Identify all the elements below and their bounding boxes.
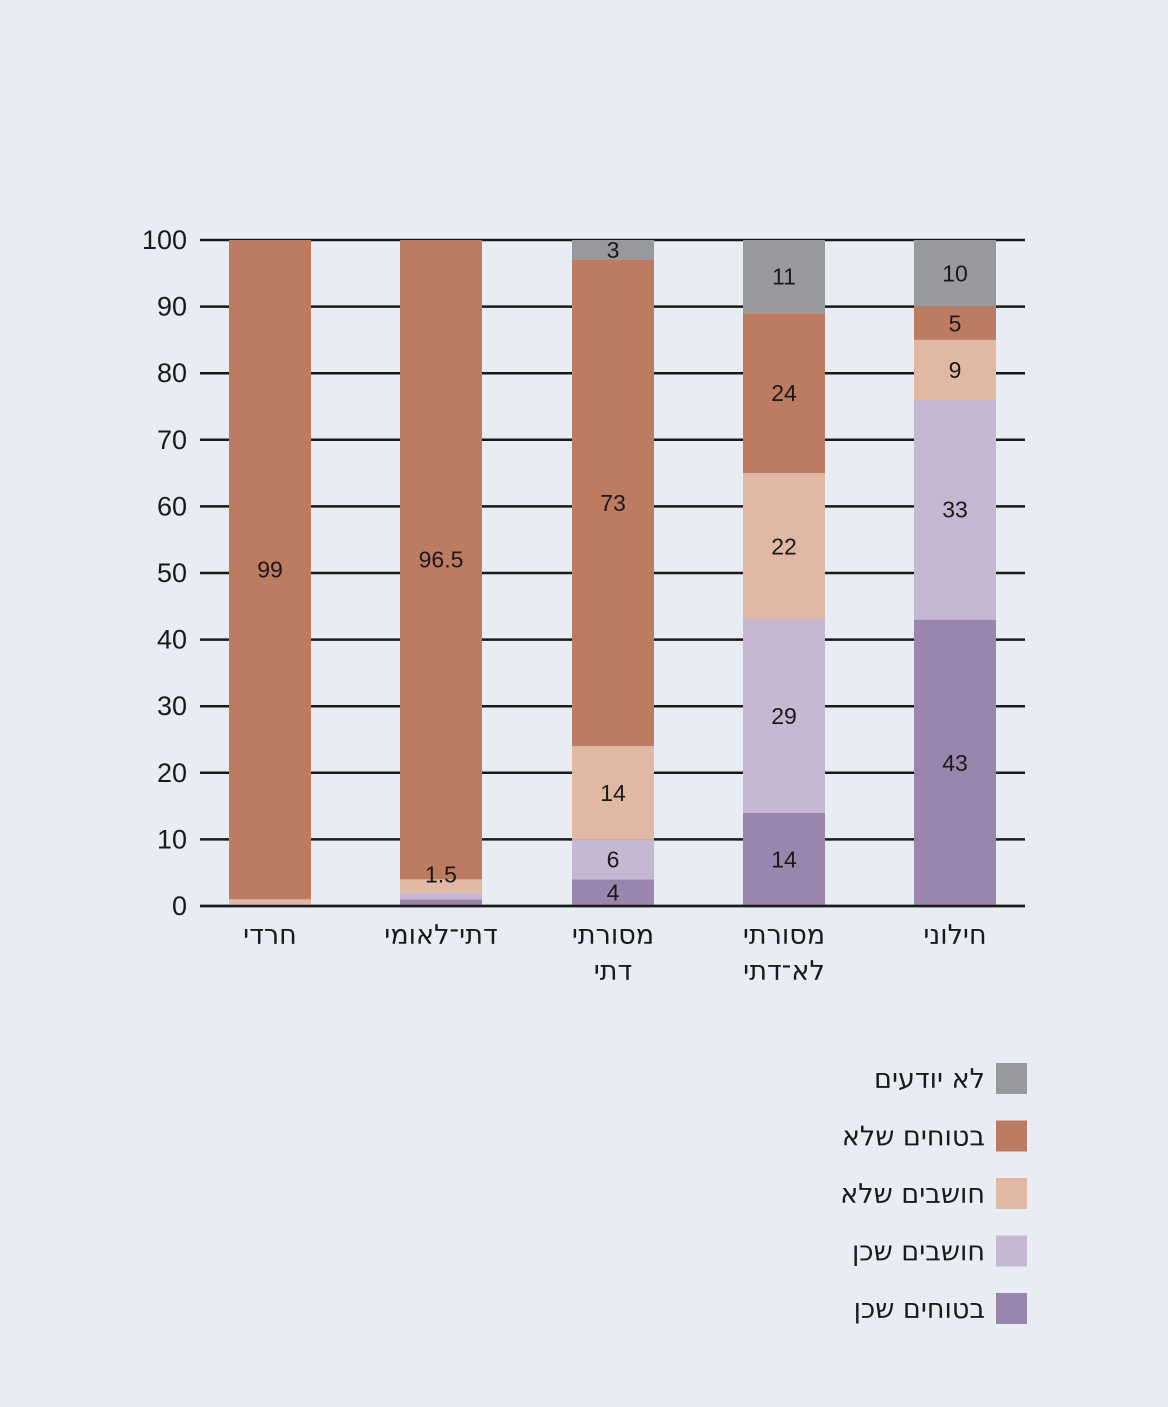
bar-segment-0-2 [229,899,311,906]
legend-label-4: בטוחים שכן [854,1294,985,1325]
legend-label-3: חושבים שכן [852,1237,985,1268]
legend-swatch-2 [996,1178,1027,1209]
bar-segment-4-3 [914,306,996,340]
data-label-2-3: 73 [600,490,626,516]
x-tick-label-2-0: מסורתי [572,920,654,951]
x-tick-label-1-0: דתי־לאומי [384,920,497,951]
x-tick-label-3-0: מסורתי [743,920,825,951]
data-label-2-0: 4 [607,880,620,906]
data-label-2-2: 14 [600,780,626,806]
legend-label-0: לא יודעים [874,1064,985,1095]
y-tick-label-40: 40 [157,625,187,655]
data-labels: 99 1.5 96.5 4 6 14 73 3 14 29 22 24 11 43 33 9 5 10 [257,237,968,906]
legend-swatch-3 [996,1235,1027,1267]
data-label-3-0: 14 [771,846,797,872]
bar-segment-4-1 [914,399,996,620]
bar-segment-3-4 [743,240,825,314]
y-tick-label-30: 30 [157,691,187,721]
bar-segment-2-1 [572,839,654,880]
data-label-4-0: 43 [942,750,968,776]
data-label-0-3: 99 [257,557,283,583]
bars [229,240,996,906]
bar-segment-4-0 [914,619,996,906]
x-tick-label-3-1: לא־דתי [743,956,825,987]
y-tick-label-80: 80 [157,358,187,388]
data-label-4-3: 5 [949,310,962,336]
x-tick-label-2-1: דתי [594,956,633,987]
bar-segment-2-4 [572,240,654,260]
y-tick-label-10: 10 [157,824,187,854]
y-tick-label-50: 50 [157,558,187,588]
bar-segment-4-2 [914,339,996,400]
bar-segment-4-4 [914,240,996,307]
y-axis: 0 10 20 30 40 50 60 70 80 90 100 [142,225,187,921]
data-label-1-3: 96.5 [419,547,464,573]
x-axis: חרדי דתי־לאומי מסורתי דתי מסורתי לא־דתי חילוני [200,904,1025,987]
data-label-3-2: 22 [771,533,797,559]
bar-segment-3-2 [743,473,825,620]
x-tick-label-0-0: חרדי [243,920,297,951]
y-tick-label-60: 60 [157,491,187,521]
y-tick-label-100: 100 [142,225,187,255]
bar-segment-1-2 [400,879,482,893]
legend-swatch-4 [996,1293,1027,1324]
bar-segment-1-0 [400,899,482,906]
bar-segment-2-0 [572,879,654,906]
data-label-2-1: 6 [607,846,620,872]
data-label-3-4: 11 [772,264,796,290]
y-tick-label-20: 20 [157,758,187,788]
y-tick-label-90: 90 [157,292,187,322]
bar-segment-2-2 [572,746,654,840]
data-label-1-2: 1.5 [425,861,457,887]
bar-segment-1-1 [400,892,482,900]
bar-segment-2-3 [572,259,654,747]
y-tick-label-70: 70 [157,425,187,455]
y-tick-label-0: 0 [172,891,187,921]
legend-swatch-0 [996,1063,1027,1094]
x-tick-label-4-0: חילוני [923,920,986,951]
data-label-4-4: 10 [942,260,968,286]
data-label-4-2: 9 [949,357,962,383]
legend-label-1: בטוחים שלא [842,1122,985,1153]
legend: לא יודעים בטוחים שלא חושבים שלא חושבים שכן ב… [840,1063,1027,1325]
bar-segment-3-0 [743,812,825,906]
bar-segment-0-3 [229,240,311,900]
data-label-2-4: 3 [607,237,620,263]
data-label-3-1: 29 [771,703,797,729]
bar-segment-3-3 [743,313,825,474]
data-label-4-1: 33 [942,497,968,523]
legend-label-2: חושבים שלא [840,1179,985,1210]
bar-segment-3-1 [743,619,825,813]
legend-swatch-1 [996,1120,1027,1152]
data-label-3-3: 24 [771,380,797,406]
bar-segment-1-3 [400,240,482,880]
